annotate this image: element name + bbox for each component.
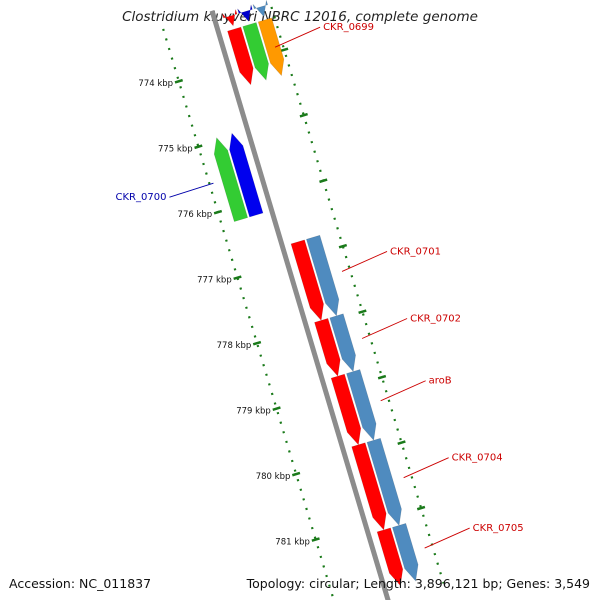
backbone-line: [209, 10, 391, 600]
gene-label-leader: [341, 251, 388, 272]
gene-CKR_0701[interactable]: [290, 234, 340, 322]
gene-arrow[interactable]: [392, 523, 419, 582]
gene-label-leader: [403, 457, 449, 479]
scale-ticks: 774 kbp 775 kbp 776 kbp 777 kbp 778 kbp 779 k…: [138, 0, 445, 600]
gene-arrow[interactable]: [306, 234, 340, 317]
gene-label-leader: [169, 182, 214, 198]
gene-arrow[interactable]: [366, 437, 402, 527]
tick-mark: [272, 406, 281, 411]
gene-arrow[interactable]: [237, 4, 253, 22]
tick-mark: [233, 275, 242, 281]
gene-arrow[interactable]: [221, 9, 238, 27]
gene-arrow[interactable]: [252, 0, 269, 18]
gene-arrow[interactable]: [213, 137, 249, 222]
gene-top-partial[interactable]: [221, 0, 269, 27]
gene-label[interactable]: CKR_0704: [452, 453, 503, 464]
gene-CKR_0705[interactable]: [376, 523, 419, 587]
tick-mark: [416, 505, 426, 511]
tick-mark: [194, 144, 203, 150]
tick-mark: [213, 209, 223, 215]
gene-arrow[interactable]: [290, 239, 324, 322]
gene-CKR_0704[interactable]: [351, 437, 402, 531]
tick-mark: [252, 340, 262, 346]
gene-CKR_0702[interactable]: [314, 313, 356, 377]
tick-label: 780 kbp: [256, 472, 291, 482]
gene-arrow[interactable]: [257, 17, 285, 77]
tick-mark: [311, 537, 320, 542]
gene-arrow[interactable]: [314, 318, 341, 377]
gene-features: [213, 0, 419, 587]
gene-arrow[interactable]: [227, 26, 254, 86]
gene-label-leader: [424, 527, 470, 549]
accession-text: Accession: NC_011837: [9, 576, 152, 591]
tick-label: 776 kbp: [178, 210, 213, 220]
backbone: [209, 10, 391, 600]
gene-label-leader: [274, 26, 321, 48]
gene-aroB[interactable]: [330, 369, 377, 446]
gene-arrow[interactable]: [351, 442, 387, 531]
gene-CKR_0699[interactable]: [227, 17, 285, 86]
gene-label[interactable]: aroB: [429, 376, 452, 387]
gene-label[interactable]: CKR_0705: [473, 523, 524, 534]
tick-label: 775 kbp: [158, 144, 193, 154]
tick-mark: [397, 440, 406, 445]
scale-line-left: [162, 28, 335, 600]
gene-label[interactable]: CKR_0701: [390, 246, 441, 257]
gene-arrow[interactable]: [229, 132, 264, 218]
gene-arrow[interactable]: [376, 527, 404, 587]
tick-label: 779 kbp: [236, 406, 271, 416]
genome-summary: Topology: circular; Length: 3,896,121 bp…: [246, 576, 590, 591]
tick-mark: [319, 178, 328, 184]
gene-label-leader: [361, 318, 408, 339]
tick-mark: [338, 243, 348, 249]
gene-label[interactable]: CKR_0700: [116, 192, 167, 203]
tick-label: 777 kbp: [197, 275, 232, 285]
gene-label-leader: [380, 380, 426, 402]
gene-arrow[interactable]: [242, 22, 269, 81]
gene-arrow[interactable]: [330, 373, 362, 446]
tick-mark: [280, 47, 289, 53]
tick-mark: [377, 374, 387, 380]
gene-arrow[interactable]: [346, 369, 377, 441]
tick-mark: [291, 471, 301, 477]
gene-label[interactable]: CKR_0699: [323, 22, 374, 33]
tick-label: 781 kbp: [275, 537, 310, 547]
gene-labels: CKR_0699 CKR_0700 CKR_0701 CKR_0702 aroB CKR_…: [116, 22, 524, 549]
tick-mark: [299, 112, 308, 118]
tick-mark: [358, 309, 367, 315]
scale-line-right: [268, 0, 445, 584]
gene-label[interactable]: CKR_0702: [410, 314, 461, 325]
gene-arrow[interactable]: [329, 313, 356, 373]
tick-label: 774 kbp: [138, 79, 173, 89]
tick-mark: [174, 78, 184, 84]
tick-label: 778 kbp: [217, 341, 252, 351]
gene-CKR_0700[interactable]: [213, 132, 264, 222]
